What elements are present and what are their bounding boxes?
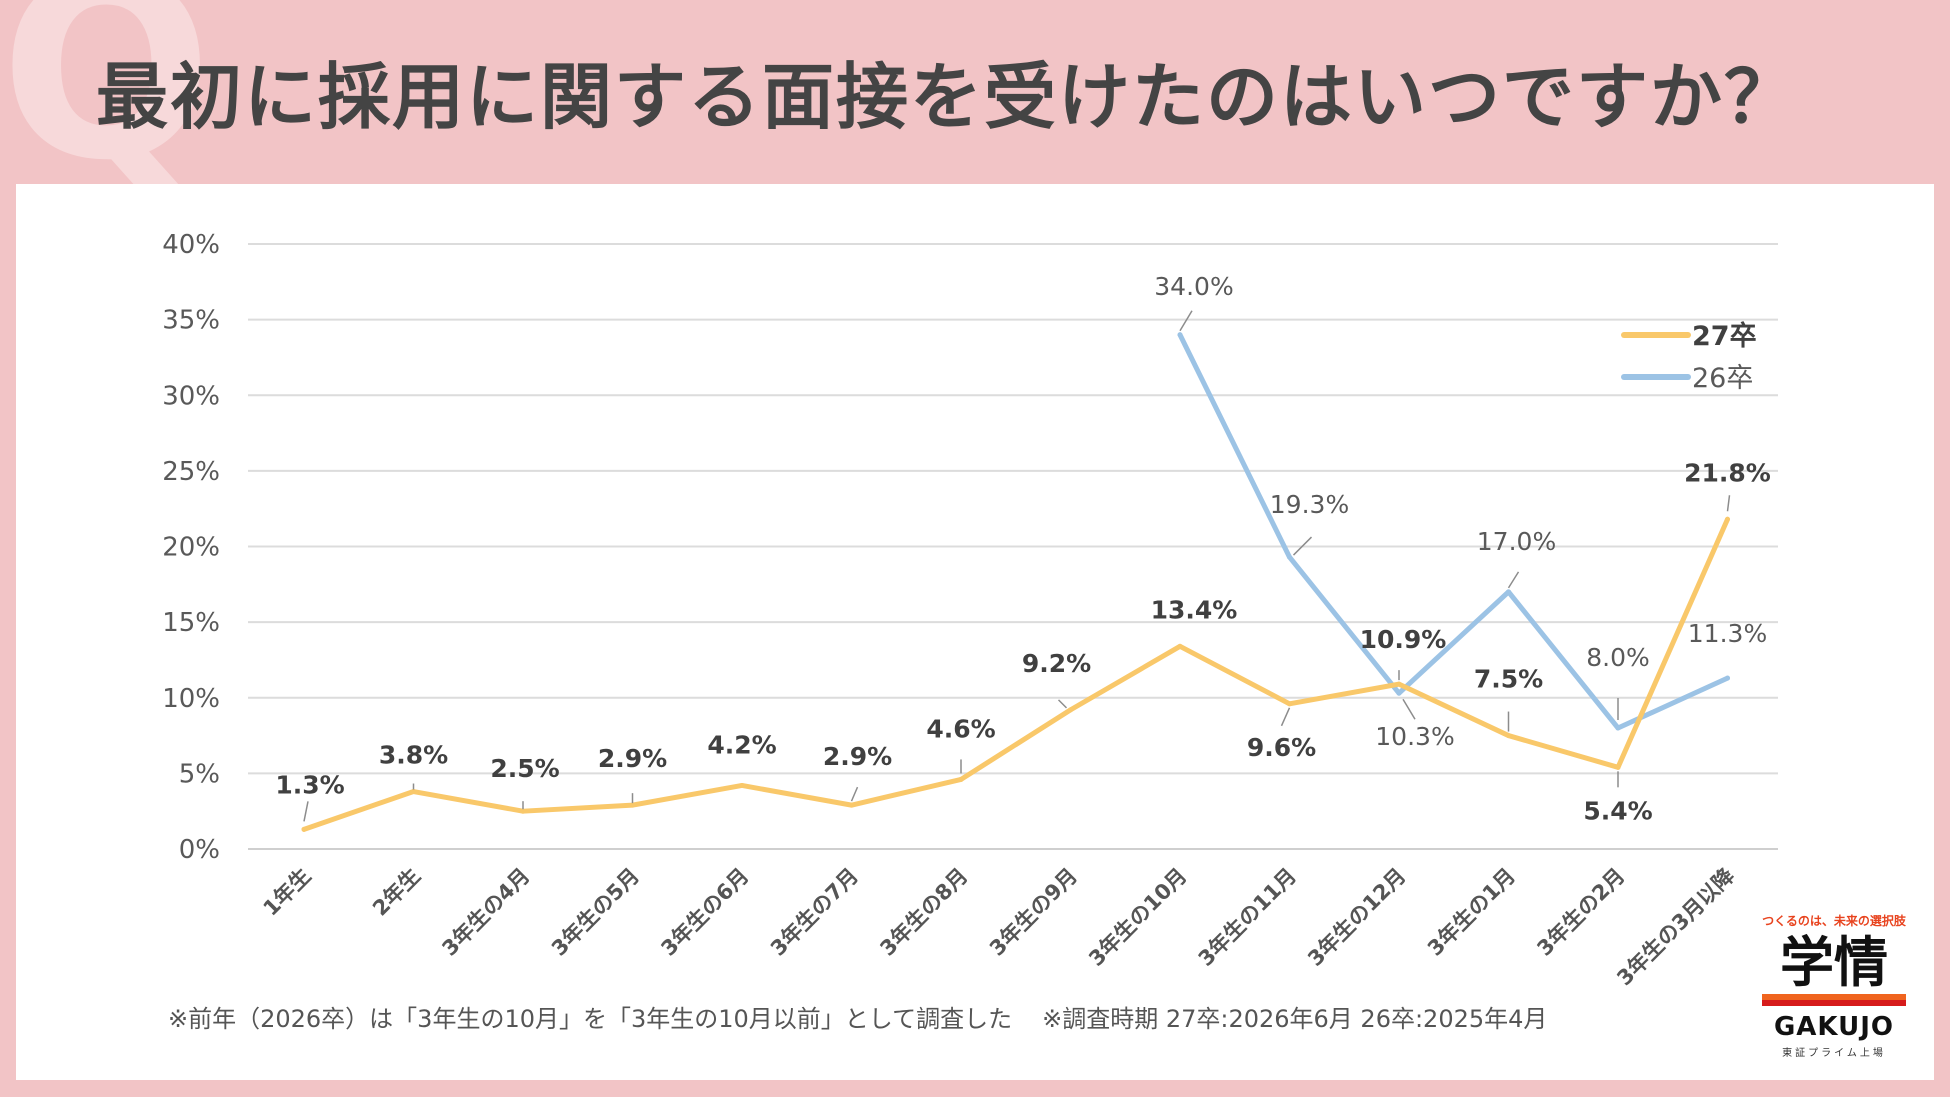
data-point	[1615, 764, 1621, 770]
x-tick-label: 3年生の7月	[766, 864, 863, 961]
label-leader	[1280, 707, 1291, 727]
data-label: 9.6%	[1247, 733, 1316, 762]
data-point	[958, 776, 964, 782]
data-label: 10.9%	[1360, 625, 1447, 654]
label-leader	[1402, 698, 1416, 720]
data-label: 34.0%	[1154, 272, 1233, 301]
x-tick-label: 3年生の10月	[1084, 864, 1191, 971]
data-label: 5.4%	[1583, 796, 1652, 825]
data-point	[1287, 701, 1292, 707]
y-tick-label: 0%	[179, 835, 220, 865]
data-point	[1615, 725, 1621, 731]
x-tick-label: 3年生の8月	[875, 864, 972, 961]
x-tick-label: 3年生の9月	[985, 864, 1082, 961]
data-label: 4.2%	[707, 730, 776, 759]
label-leader	[850, 786, 859, 802]
logo-tagline: つくるのは、未来の選択肢	[1762, 914, 1906, 928]
x-tick-label: 3年生の3月以降	[1612, 863, 1739, 990]
x-tick-label: 2年生	[368, 864, 425, 921]
page-title: 最初に採用に関する面接を受けたのはいつですか？	[96, 55, 1799, 139]
data-point	[630, 802, 635, 808]
data-point	[1506, 733, 1511, 739]
data-point	[520, 808, 526, 814]
x-tick-label: 3年生の5月	[547, 864, 644, 961]
logo-name: 学情	[1780, 931, 1888, 994]
data-label: 21.8%	[1684, 458, 1771, 487]
data-label: 7.5%	[1474, 665, 1543, 694]
x-tick-label: 3年生の11月	[1194, 864, 1301, 971]
y-tick-label: 15%	[162, 608, 220, 638]
label-leader	[1179, 310, 1193, 332]
data-point	[1725, 675, 1730, 681]
q-watermark: Q	[0, 0, 213, 215]
data-label: 2.5%	[490, 754, 559, 783]
data-point	[739, 782, 745, 788]
series-line-27卒	[301, 516, 1730, 832]
y-tick-label: 10%	[162, 684, 220, 714]
data-point	[1725, 516, 1730, 522]
footnote-survey-period: ※調査時期 27卒:2026年6月 26卒:2025年4月	[1042, 1005, 1548, 1033]
data-label: 13.4%	[1151, 595, 1238, 624]
label-leader	[1726, 495, 1731, 512]
y-tick-label: 35%	[162, 306, 220, 336]
y-tick-label: 30%	[162, 381, 220, 411]
y-tick-label: 25%	[162, 457, 220, 487]
data-label: 2.9%	[598, 744, 667, 773]
logo-bar	[1762, 994, 1906, 1007]
data-point	[1396, 681, 1402, 687]
label-leader	[1292, 536, 1313, 556]
data-label: 3.8%	[379, 741, 448, 770]
x-tick-label: 3年生の1月	[1423, 864, 1520, 961]
data-point	[1068, 707, 1073, 713]
data-point	[411, 789, 416, 795]
data-point	[849, 802, 854, 808]
logo-subtitle: 東証プライム上場	[1782, 1048, 1886, 1060]
x-tick-label: 1年生	[259, 864, 316, 921]
x-tick-label: 3年生の12月	[1303, 864, 1410, 971]
footnote: ※前年（2026卒）は「3年生の10月」を「3年生の10月以前」として調査した ※…	[168, 999, 1547, 1034]
data-point	[1506, 589, 1511, 595]
data-point	[1177, 643, 1183, 649]
data-point	[1287, 554, 1292, 560]
series-line-26卒	[1177, 332, 1730, 731]
y-tick-label: 40%	[162, 230, 220, 260]
data-point	[1396, 690, 1402, 696]
data-label: 8.0%	[1586, 643, 1650, 672]
data-label: 2.9%	[823, 742, 892, 771]
y-tick-label: 20%	[162, 533, 220, 563]
line-chart: 0%5%10%15%20%25%30%35%40%1年生 2年生 3年生の4月 3年生…	[162, 230, 1778, 990]
gakujo-logo: つくるのは、未来の選択肢 学情 GAKUJO 東証プライム上場	[1754, 912, 1914, 1059]
x-tick-label: 3年生の6月	[656, 864, 753, 961]
data-label: 11.3%	[1688, 619, 1767, 648]
data-label: 19.3%	[1270, 490, 1349, 519]
legend-label: 27卒	[1692, 320, 1757, 352]
data-label: 10.3%	[1375, 722, 1454, 751]
x-tick-label: 3年生の4月	[437, 864, 534, 961]
x-tick-label: 3年生の2月	[1532, 864, 1629, 961]
data-label: 4.6%	[926, 714, 995, 743]
y-tick-label: 5%	[179, 759, 220, 789]
logo-name-en: GAKUJO	[1773, 1012, 1895, 1043]
data-label: 9.2%	[1022, 649, 1091, 678]
label-leader	[1507, 571, 1520, 589]
footnote-survey-note: ※前年（2026卒）は「3年生の10月」を「3年生の10月以前」として調査した	[168, 1005, 1013, 1033]
chart-panel: 0% 5% 10% 15% 20% 25% 30% 35% 40% 1年生 2年生 3年生の4月 3年生…	[16, 184, 1934, 1080]
data-label: 1.3%	[275, 770, 344, 799]
data-point	[1177, 332, 1183, 338]
legend-label: 26卒	[1692, 363, 1753, 394]
data-label: 17.0%	[1477, 527, 1556, 556]
label-leader	[303, 801, 309, 822]
label-leader	[1057, 699, 1068, 709]
data-point	[301, 826, 307, 832]
